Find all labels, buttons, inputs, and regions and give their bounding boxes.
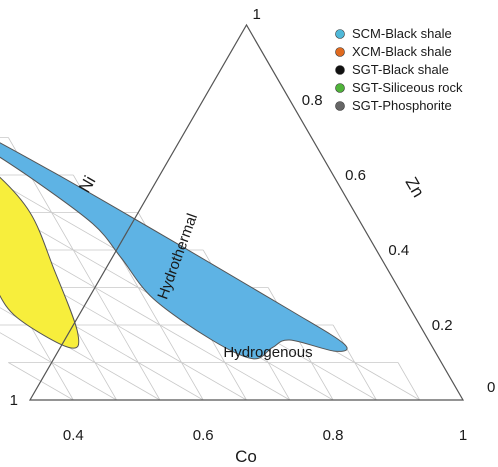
triangle-outline	[28, 23, 465, 401]
triangle-frame	[28, 23, 465, 401]
legend-marker	[335, 47, 345, 57]
grid-line-co	[8, 137, 161, 401]
tick-label-co: 1	[459, 427, 467, 444]
legend-marker	[335, 29, 345, 39]
axis-label-co: Co	[235, 447, 257, 466]
legend-label: XCM-Black shale	[352, 44, 452, 59]
legend-marker	[335, 65, 345, 75]
legend-marker	[335, 101, 345, 111]
legend-label: SGT-Phosphorite	[352, 98, 452, 113]
legend-marker	[335, 83, 345, 93]
tick-label-zn: 0.2	[432, 317, 453, 334]
tick-label-co: 0.4	[63, 427, 84, 444]
tick-label-zn: 0	[487, 379, 495, 396]
axis-label-zn: Zn	[402, 174, 428, 201]
region-hydrothermal	[0, 176, 80, 349]
tick-label-zn: 1	[253, 6, 261, 23]
tick-label-ni: 1	[10, 392, 18, 409]
grid-line-co	[332, 324, 377, 401]
grid-layer	[0, 137, 421, 401]
tick-layer: 00.20.40.60.8100.20.40.60.8110.80.60.40.…	[10, 6, 496, 444]
region-hydrogenous	[0, 142, 348, 360]
grid-line-co	[397, 362, 421, 401]
tick-label-co: 0.8	[323, 427, 344, 444]
grid-line-co	[0, 272, 74, 401]
tick-label-zn: 0.6	[345, 167, 366, 184]
legend-label: SGT-Siliceous rock	[352, 80, 463, 95]
tick-label-zn: 0.8	[302, 92, 323, 109]
tick-label-zn: 0.4	[388, 242, 409, 259]
legend-label: SGT-Black shale	[352, 62, 449, 77]
region-label-hydrogenous: Hydrogenous	[223, 344, 312, 361]
legend-label: SCM-Black shale	[352, 26, 452, 41]
tick-label-co: 0.6	[193, 427, 214, 444]
region-layer	[0, 142, 348, 360]
legend: SCM-Black shale XCM-Black shale SGT-Black …	[335, 26, 463, 113]
grid-line-ni	[0, 157, 420, 401]
